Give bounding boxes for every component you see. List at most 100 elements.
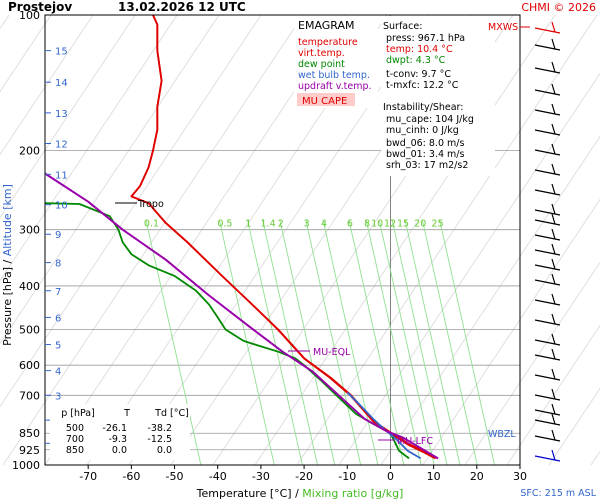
wind-barbs <box>534 21 561 462</box>
wind-barb-flag <box>551 143 556 155</box>
altitude-tick-label: 6 <box>55 313 61 324</box>
wind-barb <box>534 299 561 306</box>
mixing-ratio-label: 0.1 <box>144 218 159 229</box>
mixing-ratio-line <box>421 219 478 465</box>
wind-barb-flag <box>551 228 556 240</box>
wind-barb-flag <box>551 413 556 425</box>
wind-barb-flag <box>551 83 556 95</box>
legend-item: temperature <box>298 37 358 48</box>
wind-barb-flag <box>551 243 556 255</box>
table-header: p [hPa] <box>61 408 95 419</box>
mixing-ratio-label: 10 <box>371 218 383 229</box>
sfc-label: SFC: 215 m ASL <box>520 488 596 499</box>
altitude-tick-label: 7 <box>55 287 61 298</box>
altitude-tick-label: 3 <box>55 391 61 402</box>
mu-lfc-label: MU-LFC <box>397 436 433 447</box>
y-tick-label: 100 <box>19 9 40 22</box>
wind-barb-flag <box>551 61 556 73</box>
altitude-tick-label: 10 <box>55 201 68 212</box>
altitude-tick-label: 14 <box>55 78 68 89</box>
x-tick-label: -70 <box>79 470 97 483</box>
table-cell: -26.1 <box>102 423 127 434</box>
x-tick-label: 20 <box>470 470 484 483</box>
surface-box <box>381 16 495 176</box>
instability-line: mu_cinh: 0 J/kg <box>386 125 459 136</box>
table-cell: 500 <box>66 423 84 434</box>
x-axis-label: Temperature [°C] / Mixing ratio [g/kg] <box>196 487 404 500</box>
table-header: T <box>123 408 130 419</box>
data-table-bg <box>50 404 190 460</box>
wind-barb <box>534 109 561 116</box>
altitude-tick-label: 9 <box>55 230 61 241</box>
surface-line: temp: 10.4 °C <box>386 44 453 55</box>
instability-line: mu_cape: 104 J/kg <box>386 114 474 125</box>
wind-barb-flag <box>551 429 556 441</box>
wind-barb <box>534 249 561 256</box>
instability-line: bwd_06: 8.0 m/s <box>386 138 464 149</box>
mixing-ratio-label: 20 <box>414 218 426 229</box>
background-line <box>296 14 598 466</box>
background-line <box>254 14 556 466</box>
mixing-ratio-line <box>305 219 362 465</box>
table-cell: 700 <box>66 434 84 445</box>
x-tick-label: -20 <box>295 470 313 483</box>
mu-cape-badge-bg <box>297 93 355 106</box>
mixing-ratio-line <box>348 219 405 465</box>
wind-barb <box>534 129 561 136</box>
wind-barb <box>534 264 561 271</box>
mixing-ratio-line <box>391 219 448 465</box>
wind-barb <box>534 354 561 361</box>
x-tick-label: 30 <box>513 470 527 483</box>
instability-line: srh_03: 17 m2/s2 <box>386 160 468 171</box>
mixing-ratio-line <box>439 219 495 465</box>
wind-barb-flag <box>551 213 556 225</box>
altitude-tick-label: 4 <box>55 367 61 378</box>
y-tick-label: 300 <box>19 224 40 237</box>
mixing-ratio-label: 15 <box>397 218 409 229</box>
table-cell: -12.5 <box>147 434 172 445</box>
x-tick-label: 0 <box>387 470 394 483</box>
background-line <box>0 14 178 282</box>
y-tick-label: 400 <box>19 280 40 293</box>
wind-barb <box>534 169 561 176</box>
wind-barb-flag <box>551 258 556 270</box>
mixing-ratio-line <box>365 219 422 465</box>
altitude-tick-label: 5 <box>55 341 61 352</box>
y-tick-label: 200 <box>19 144 40 157</box>
table-cell: -38.2 <box>147 423 172 434</box>
surface-line: press: 967.1 hPa <box>386 33 465 44</box>
table-cell: -9.3 <box>108 434 127 445</box>
legend-item: virt.temp. <box>298 48 345 59</box>
wind-barb <box>534 209 561 216</box>
background-line <box>380 135 600 466</box>
x-tick-label: -60 <box>122 470 140 483</box>
surface-line: t-conv: 9.7 °C <box>386 69 451 80</box>
mu-eql-label: MU-EQL <box>313 347 351 358</box>
wind-barb-flag <box>551 103 556 115</box>
wind-barb <box>534 419 561 426</box>
mixing-ratio-label: 6 <box>347 218 353 229</box>
legend-item: dew point <box>298 59 345 70</box>
x-tick-label: -10 <box>338 470 356 483</box>
y-tick-label: 850 <box>19 427 40 440</box>
mixing-ratio-line <box>404 219 461 465</box>
background-line <box>0 14 220 345</box>
y-tick-label: 925 <box>19 444 40 457</box>
legend-title: EMAGRAM <box>298 19 355 32</box>
wind-barb <box>534 89 561 96</box>
surface-line: dwpt: 4.3 °C <box>386 55 446 66</box>
table-header: Td [°C] <box>154 408 189 419</box>
surface-heading: Surface: <box>383 21 422 32</box>
background-line <box>506 324 600 466</box>
x-tick-label: -40 <box>209 470 227 483</box>
background-line <box>338 72 600 466</box>
table-cell: 0.0 <box>112 445 127 456</box>
legend-box <box>294 16 378 108</box>
wind-barb-flag <box>551 348 556 360</box>
wind-barb <box>534 149 561 156</box>
background-line <box>548 387 600 466</box>
wind-barb-flag <box>551 293 556 305</box>
background-line <box>590 450 600 466</box>
x-tick-label: -50 <box>166 470 184 483</box>
